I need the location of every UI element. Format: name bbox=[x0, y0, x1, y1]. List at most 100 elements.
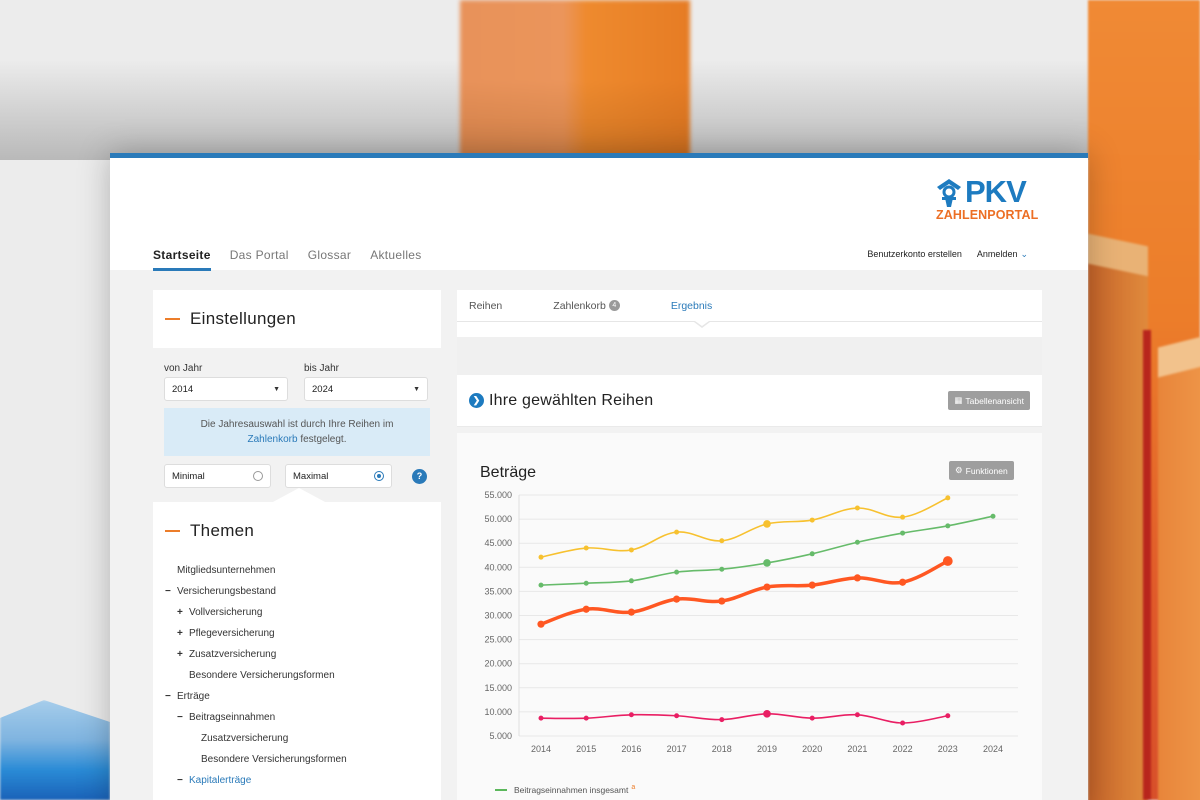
tree-item-beitrag-zusatzversicherung[interactable]: Zusatzversicherung bbox=[201, 733, 289, 744]
nav-startseite[interactable]: Startseite bbox=[153, 248, 211, 271]
pkv-house-person-icon bbox=[937, 179, 961, 207]
svg-text:2022: 2022 bbox=[893, 744, 913, 754]
themes-tree: Mitgliedsunternehmen − Versicherungsbesta… bbox=[153, 552, 441, 791]
background-orange-cubes bbox=[1088, 0, 1200, 800]
line-chart[interactable]: 5.000 10.000 15.000 20.000 25.000 30.000 35.00… bbox=[457, 433, 1042, 800]
background-orange-bar bbox=[460, 0, 690, 160]
chevron-down-icon: ⌄ bbox=[1020, 249, 1028, 259]
orange-dash-icon bbox=[165, 530, 180, 532]
svg-text:30.000: 30.000 bbox=[484, 611, 512, 621]
tree-item-kapitalertraege[interactable]: − Kapitalerträge bbox=[165, 770, 441, 791]
collapse-icon[interactable]: − bbox=[177, 775, 183, 786]
year-info-box: Die Jahresauswahl ist durch Ihre Reihen … bbox=[164, 408, 430, 456]
svg-text:10.000: 10.000 bbox=[484, 707, 512, 717]
info-text-end: festgelegt. bbox=[300, 434, 347, 445]
tree-item-besondere-versicherungsformen[interactable]: Besondere Versicherungsformen bbox=[189, 670, 335, 681]
pkv-logo[interactable]: PKV ZAHLENPORTAL bbox=[936, 174, 1039, 226]
sidebar: Einstellungen von Jahr 2014 ▼ bis Jahr 2… bbox=[153, 290, 441, 800]
panel-notch bbox=[271, 488, 327, 503]
chevron-right-circle-icon: ❯ bbox=[469, 393, 484, 408]
login-label: Anmelden bbox=[976, 249, 1018, 259]
themes-header: Themen bbox=[153, 502, 441, 552]
mode-minimal-radio[interactable] bbox=[253, 471, 263, 481]
chart-title: Beträge bbox=[480, 464, 537, 481]
svg-text:2021: 2021 bbox=[847, 744, 867, 754]
svg-text:15.000: 15.000 bbox=[484, 683, 512, 693]
to-year-label: bis Jahr bbox=[304, 363, 340, 374]
svg-text:2019: 2019 bbox=[757, 744, 777, 754]
table-icon: ▦ bbox=[954, 395, 963, 405]
svg-text:55.000: 55.000 bbox=[484, 490, 512, 500]
legend-footnote[interactable]: a bbox=[631, 783, 636, 791]
expand-icon[interactable]: + bbox=[177, 649, 183, 660]
logo-subtitle: ZAHLENPORTAL bbox=[936, 208, 1039, 222]
main-content: Reihen Zahlenkorb 4 Ergebnis ❯ Ihre gewäh… bbox=[457, 290, 1042, 800]
svg-text:20.000: 20.000 bbox=[484, 659, 512, 669]
tree-item-vollversicherung[interactable]: + Vollversicherung bbox=[165, 602, 441, 623]
orange-dash-icon bbox=[165, 318, 180, 320]
tab-reihen[interactable]: Reihen bbox=[469, 299, 503, 312]
themes-panel: Themen Mitgliedsunternehmen − Versicherun… bbox=[153, 502, 441, 800]
svg-text:25.000: 25.000 bbox=[484, 635, 512, 645]
info-text: Die Jahresauswahl ist durch Ihre Reihen … bbox=[200, 419, 394, 430]
browser-page: PKV ZAHLENPORTAL Startseite Das Portal G… bbox=[110, 153, 1088, 800]
settings-panel: von Jahr 2014 ▼ bis Jahr 2024 ▼ Die Jahr… bbox=[153, 348, 441, 503]
register-link[interactable]: Benutzerkonto erstellen bbox=[867, 249, 962, 259]
chart-legend[interactable]: Beitragseinnahmen insgesamt a bbox=[495, 783, 636, 795]
site-header: PKV ZAHLENPORTAL Startseite Das Portal G… bbox=[110, 158, 1088, 271]
themes-title: Themen bbox=[190, 521, 255, 540]
mode-maximal-radio[interactable] bbox=[374, 471, 384, 481]
svg-text:2023: 2023 bbox=[938, 744, 958, 754]
svg-text:2015: 2015 bbox=[576, 744, 596, 754]
spacer-strip bbox=[457, 337, 1042, 375]
svg-text:2017: 2017 bbox=[667, 744, 687, 754]
caret-down-icon: ▼ bbox=[273, 385, 280, 393]
to-year-select[interactable]: 2024 ▼ bbox=[304, 377, 428, 401]
login-menu[interactable]: Anmelden ⌄ bbox=[977, 249, 1028, 260]
collapse-icon[interactable]: − bbox=[177, 712, 183, 723]
table-view-button[interactable]: ▦ Tabellenansicht bbox=[948, 391, 1030, 410]
mode-maximal-option[interactable]: Maximal bbox=[285, 464, 392, 488]
nav-aktuelles[interactable]: Aktuelles bbox=[370, 248, 422, 262]
functions-button[interactable]: ⚙ Funktionen bbox=[949, 461, 1014, 480]
main-nav: Startseite Das Portal Glossar Aktuelles bbox=[153, 248, 422, 271]
legend-swatch bbox=[495, 789, 507, 791]
caret-down-icon: ▼ bbox=[413, 385, 420, 393]
nav-das-portal[interactable]: Das Portal bbox=[229, 248, 289, 262]
collapse-icon[interactable]: − bbox=[165, 691, 171, 702]
tree-item-ertraege[interactable]: − Erträge bbox=[165, 686, 441, 707]
help-icon[interactable]: ? bbox=[412, 468, 427, 484]
svg-text:2020: 2020 bbox=[802, 744, 822, 754]
top-accent-bar bbox=[110, 153, 1088, 158]
from-year-label: von Jahr bbox=[164, 363, 203, 374]
tree-item-zusatzversicherung[interactable]: + Zusatzversicherung bbox=[165, 644, 441, 665]
tree-item-beitragseinnahmen[interactable]: − Beitragseinnahmen bbox=[165, 707, 441, 728]
mode-maximal-label: Maximal bbox=[293, 470, 329, 482]
svg-text:40.000: 40.000 bbox=[484, 562, 512, 572]
nav-glossar[interactable]: Glossar bbox=[307, 248, 352, 262]
svg-text:2018: 2018 bbox=[712, 744, 732, 754]
active-tab-pointer bbox=[694, 321, 710, 328]
zahlenkorb-link[interactable]: Zahlenkorb bbox=[247, 434, 298, 445]
collapse-icon[interactable]: − bbox=[165, 586, 171, 597]
from-year-select[interactable]: 2014 ▼ bbox=[164, 377, 288, 401]
tree-item-versicherungsbestand[interactable]: − Versicherungsbestand bbox=[165, 581, 441, 602]
tab-zahlenkorb[interactable]: Zahlenkorb 4 bbox=[553, 300, 620, 312]
result-tabs: Reihen Zahlenkorb 4 Ergebnis bbox=[457, 290, 1042, 328]
selected-series-header: ❯ Ihre gewählten Reihen ▦ Tabellenansich… bbox=[457, 375, 1042, 427]
selected-series-title: Ihre gewählten Reihen bbox=[489, 391, 654, 409]
settings-header: Einstellungen bbox=[153, 290, 441, 348]
tab-ergebnis[interactable]: Ergebnis bbox=[670, 299, 713, 312]
from-year-value: 2014 bbox=[172, 383, 194, 395]
svg-text:50.000: 50.000 bbox=[484, 514, 512, 524]
mode-minimal-option[interactable]: Minimal bbox=[164, 464, 271, 488]
expand-icon[interactable]: + bbox=[177, 628, 183, 639]
tree-item-beitrag-besondere-formen[interactable]: Besondere Versicherungsformen bbox=[201, 754, 347, 765]
tree-item-mitgliedsunternehmen[interactable]: Mitgliedsunternehmen bbox=[177, 565, 276, 576]
gear-icon: ⚙ bbox=[955, 465, 963, 475]
zahlenkorb-count-badge: 4 bbox=[608, 300, 620, 311]
expand-icon[interactable]: + bbox=[177, 607, 183, 618]
logo-brand: PKV bbox=[965, 174, 1027, 209]
tree-item-pflegeversicherung[interactable]: + Pflegeversicherung bbox=[165, 623, 441, 644]
account-links: Benutzerkonto erstellen Anmelden ⌄ bbox=[867, 249, 1028, 260]
